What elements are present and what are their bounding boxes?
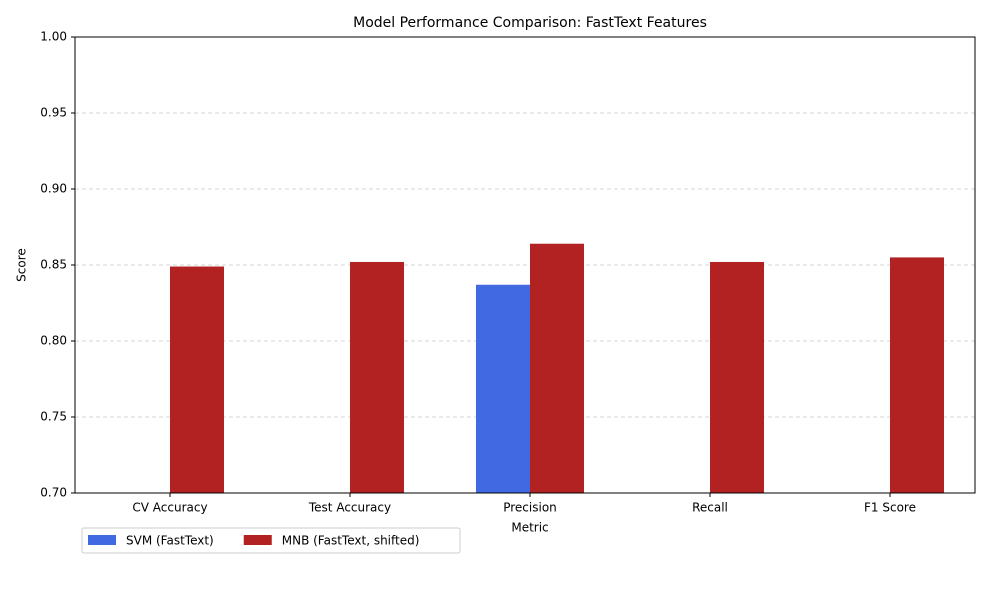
y-axis-label: Score (15, 248, 29, 282)
y-tick-label: 1.00 (40, 30, 67, 44)
y-tick-label: 0.95 (40, 106, 67, 120)
legend-swatch (88, 535, 116, 545)
bar (350, 261, 404, 493)
bar (476, 284, 530, 493)
y-tick-label: 0.70 (40, 486, 67, 500)
x-tick-label: F1 Score (864, 501, 916, 515)
bars (170, 243, 944, 493)
y-tick-label: 0.85 (40, 258, 67, 272)
y-tick-label: 0.75 (40, 410, 67, 424)
x-tick-label: CV Accuracy (132, 501, 207, 515)
y-tick-label: 0.80 (40, 334, 67, 348)
legend-label: MNB (FastText, shifted) (282, 534, 420, 548)
bar (890, 257, 944, 493)
bar (530, 243, 584, 493)
x-tick-label: Test Accuracy (308, 501, 391, 515)
bar (170, 266, 224, 493)
legend-swatch (243, 535, 272, 545)
x-tick-label: Precision (503, 501, 557, 515)
chart-title: Model Performance Comparison: FastText F… (353, 15, 707, 31)
x-tick-label: Recall (692, 501, 728, 515)
plot-frame (74, 36, 976, 494)
bar (710, 261, 764, 493)
y-tick-label: 0.90 (40, 182, 67, 196)
legend-label: SVM (FastText) (126, 534, 214, 548)
x-axis-label: Metric (511, 521, 548, 535)
